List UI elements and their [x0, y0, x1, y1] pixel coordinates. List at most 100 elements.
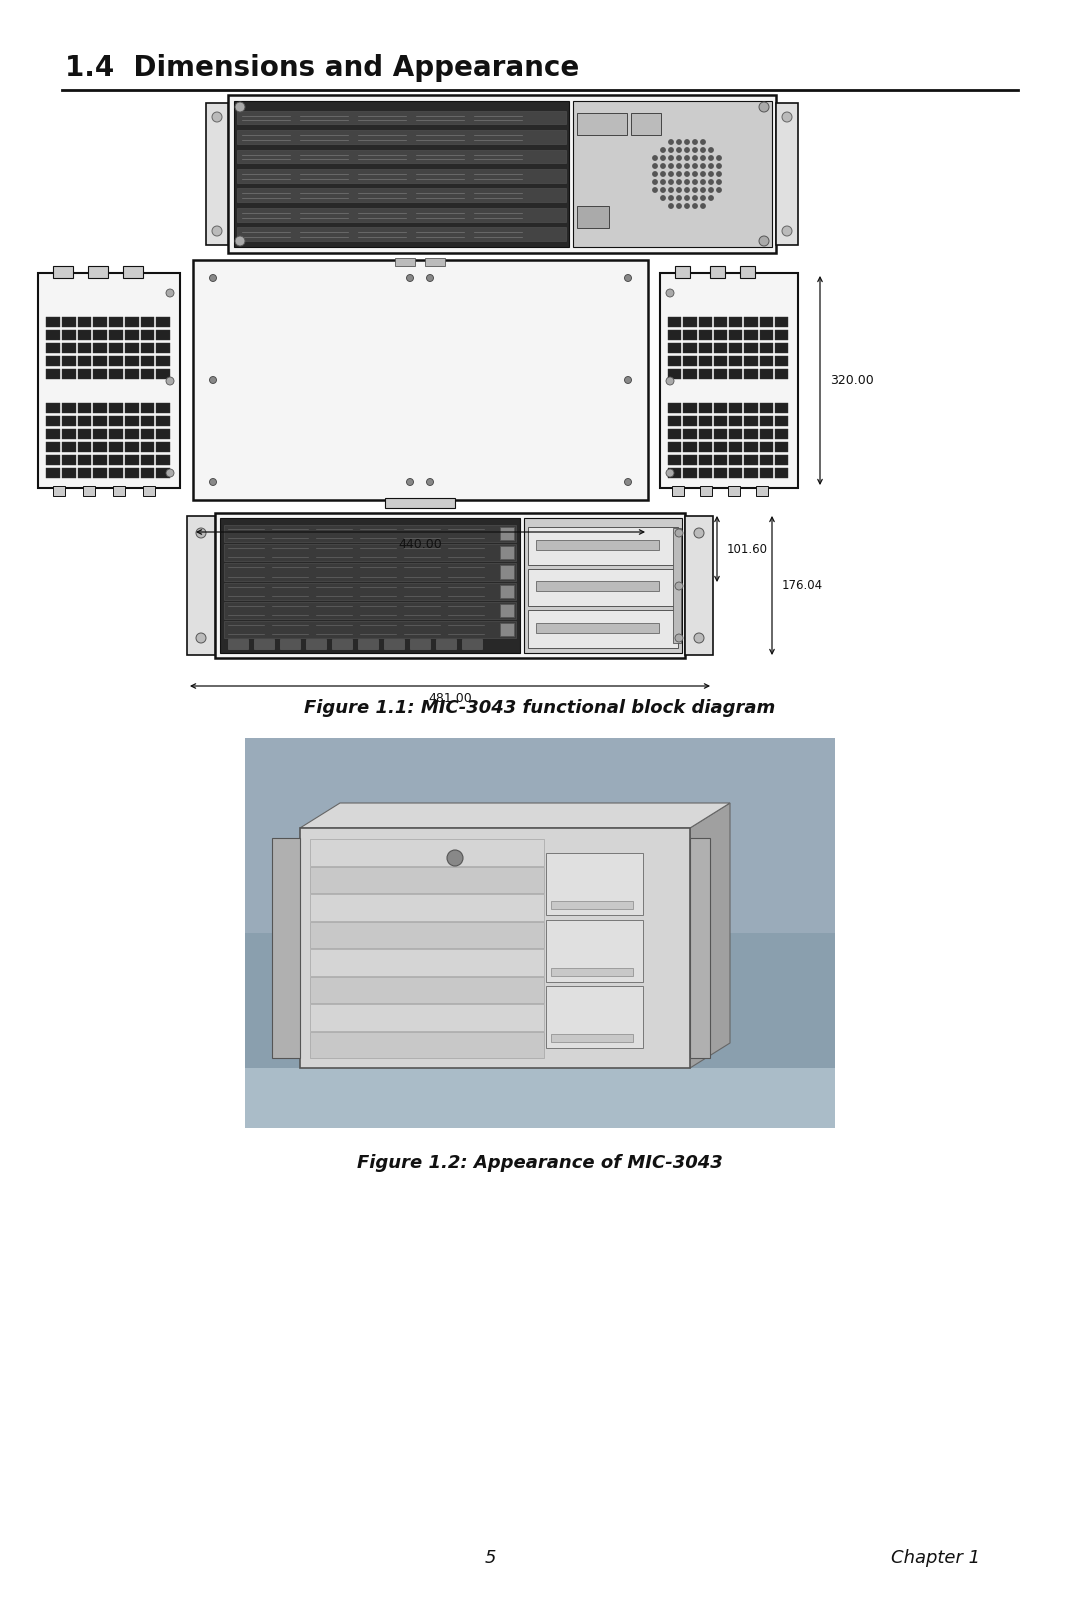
Bar [237, 149, 566, 163]
Bar [62, 317, 76, 327]
Circle shape [661, 155, 665, 160]
Bar [125, 442, 138, 451]
Circle shape [692, 139, 698, 144]
Bar [83, 485, 95, 497]
Circle shape [661, 188, 665, 193]
Bar [93, 468, 107, 477]
Bar [729, 429, 742, 438]
Bar [714, 416, 727, 426]
Bar [93, 330, 107, 340]
Bar [684, 468, 697, 477]
Bar [729, 343, 742, 353]
Bar [546, 921, 643, 982]
Bar [714, 343, 727, 353]
Circle shape [759, 102, 769, 112]
Bar [157, 317, 170, 327]
Circle shape [166, 290, 174, 298]
Circle shape [759, 236, 769, 246]
Circle shape [166, 469, 174, 477]
Bar [140, 442, 154, 451]
Circle shape [652, 172, 658, 176]
Circle shape [652, 180, 658, 184]
Bar [157, 343, 170, 353]
Bar [46, 429, 59, 438]
Bar [78, 317, 91, 327]
Circle shape [685, 139, 689, 144]
Bar [46, 455, 59, 464]
Bar [669, 416, 681, 426]
Bar [123, 265, 143, 278]
Bar [140, 416, 154, 426]
Bar [109, 403, 123, 413]
Bar [93, 317, 107, 327]
Bar [237, 168, 566, 183]
Circle shape [195, 633, 206, 642]
Bar [546, 985, 643, 1048]
Polygon shape [690, 803, 730, 1068]
Circle shape [677, 155, 681, 160]
Bar [700, 485, 712, 497]
Bar [93, 416, 107, 426]
Bar [551, 968, 633, 976]
Bar [228, 95, 777, 252]
Bar [759, 356, 773, 366]
Bar [384, 639, 404, 649]
Polygon shape [300, 803, 730, 828]
Bar [78, 455, 91, 464]
Circle shape [685, 188, 689, 193]
Bar [699, 429, 712, 438]
Bar [714, 468, 727, 477]
Bar [744, 455, 757, 464]
Circle shape [427, 275, 433, 282]
Circle shape [717, 180, 721, 184]
Text: 5: 5 [484, 1548, 496, 1566]
Bar [224, 524, 516, 542]
Bar [237, 228, 566, 241]
Bar [109, 330, 123, 340]
Bar [759, 369, 773, 379]
Circle shape [666, 377, 674, 385]
Bar [187, 516, 215, 655]
Bar [744, 468, 757, 477]
Circle shape [701, 147, 705, 152]
Text: Figure 1.1: MIC-3043 functional block diagram: Figure 1.1: MIC-3043 functional block di… [305, 699, 775, 717]
Bar [714, 442, 727, 451]
Bar [774, 429, 788, 438]
Bar [669, 343, 681, 353]
Bar [774, 330, 788, 340]
Circle shape [447, 849, 463, 866]
Bar [206, 104, 228, 244]
Bar [744, 356, 757, 366]
Circle shape [166, 377, 174, 385]
Bar [78, 369, 91, 379]
Bar [729, 416, 742, 426]
Bar [500, 584, 514, 597]
Circle shape [701, 196, 705, 201]
Bar [744, 369, 757, 379]
Bar [254, 639, 274, 649]
Bar [759, 343, 773, 353]
Circle shape [708, 180, 713, 184]
Bar [756, 485, 768, 497]
Bar [306, 639, 326, 649]
Circle shape [708, 188, 713, 193]
Text: 1.4  Dimensions and Appearance: 1.4 Dimensions and Appearance [65, 53, 579, 83]
Circle shape [427, 479, 433, 485]
Circle shape [701, 180, 705, 184]
Bar [157, 468, 170, 477]
Bar [140, 468, 154, 477]
Bar [774, 369, 788, 379]
Bar [669, 356, 681, 366]
Bar [125, 343, 138, 353]
Circle shape [677, 180, 681, 184]
Bar [573, 100, 772, 248]
Bar [125, 468, 138, 477]
Bar [744, 403, 757, 413]
Text: Chapter 1: Chapter 1 [891, 1548, 980, 1566]
Circle shape [701, 139, 705, 144]
Bar [140, 330, 154, 340]
Circle shape [694, 527, 704, 539]
Bar [577, 205, 609, 228]
Circle shape [692, 204, 698, 209]
Bar [528, 610, 678, 647]
